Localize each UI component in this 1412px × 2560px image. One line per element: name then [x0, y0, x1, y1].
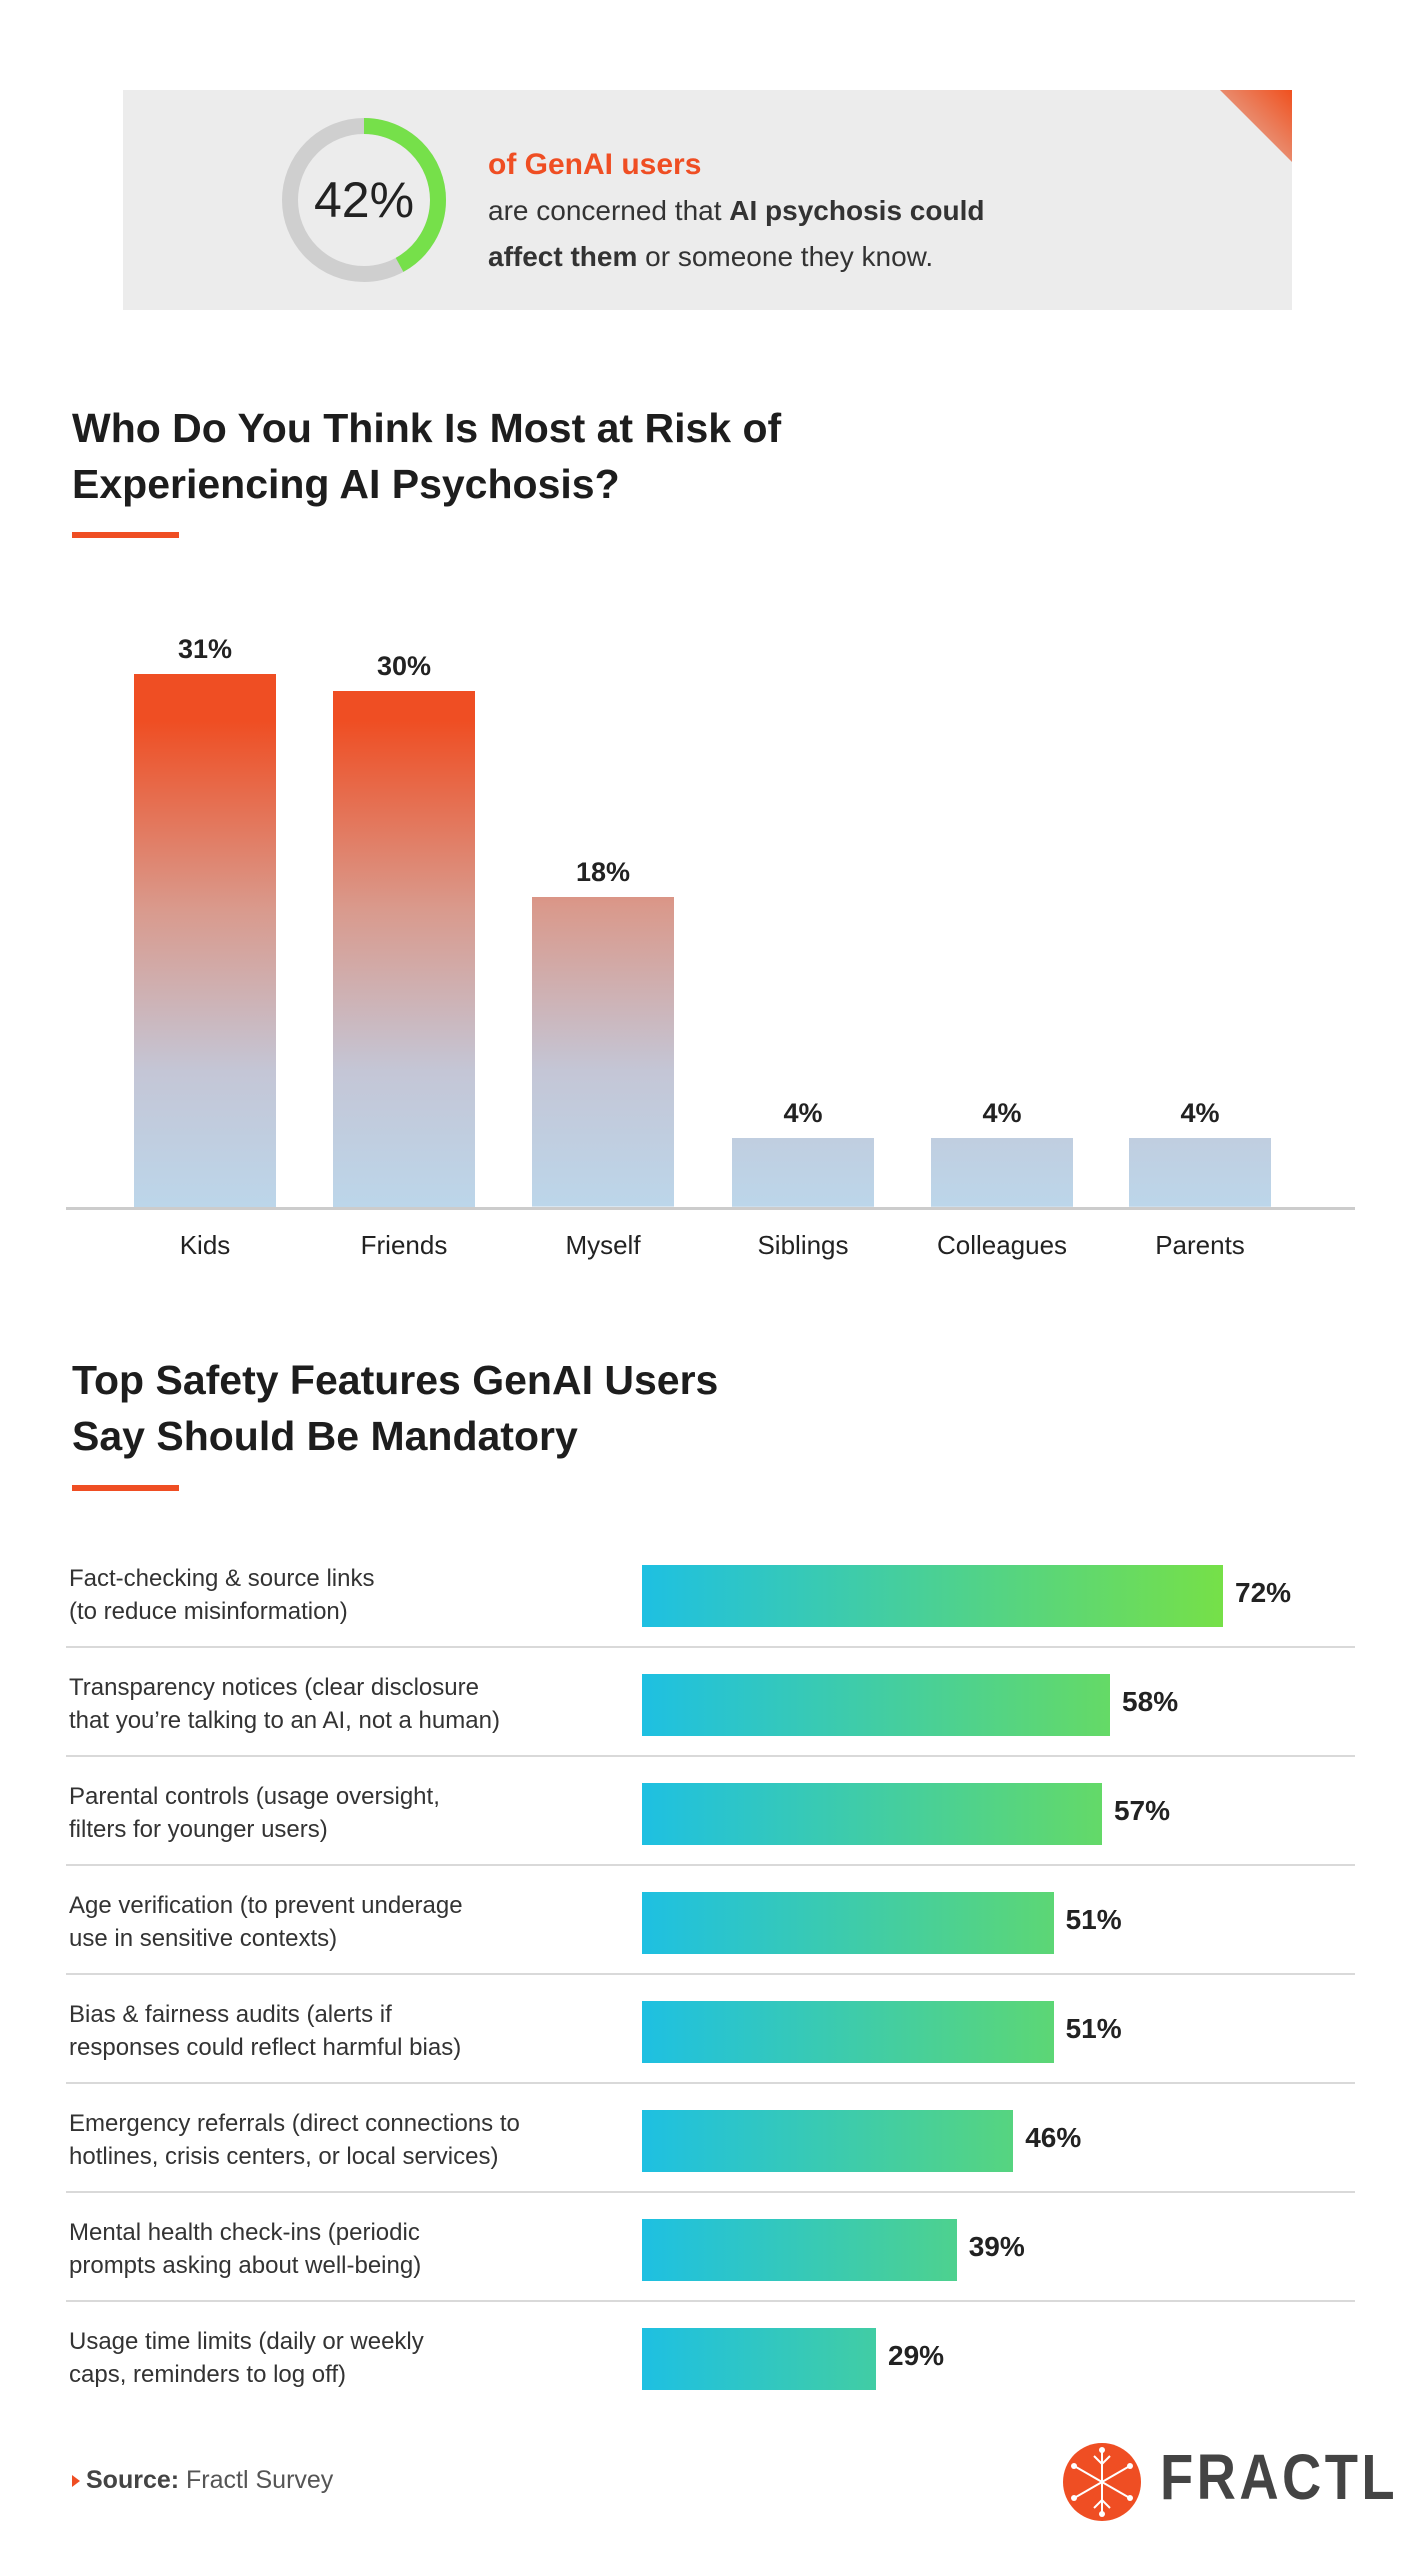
category-label: Myself: [565, 1230, 641, 1260]
feature-value: 57%: [1113, 1795, 1171, 1826]
source-text: Fractl Survey: [179, 2466, 334, 2494]
bar-siblings: [732, 1138, 874, 1207]
category-label: Kids: [179, 1230, 231, 1260]
feature-value: 29%: [888, 2340, 945, 2371]
fractl-logo-icon: [1063, 2443, 1141, 2521]
feature-row: Age verification (to prevent underage us…: [66, 1866, 1355, 1975]
feature-label: Parental controls (usage oversight, filt…: [69, 1783, 440, 1843]
donut-gauge: [282, 118, 446, 282]
callout-headline: of GenAI users: [488, 148, 702, 181]
feature-row: Emergency referrals (direct connections …: [66, 2084, 1355, 2193]
feature-value: 39%: [968, 2231, 1025, 2262]
feature-value: 46%: [1025, 2122, 1082, 2153]
callout-panel: 42% of GenAI users are concerned that AI…: [123, 90, 1292, 310]
feature-row: Fact-checking & source links (to reduce …: [66, 1539, 1355, 1648]
bar-kids: [134, 673, 276, 1207]
feature-label: Usage time limits (daily or weekly caps,…: [69, 2328, 424, 2388]
bar-value-label: 18%: [575, 857, 631, 888]
risk-chart-title: Who Do You Think Is Most at Risk of Expe…: [72, 405, 782, 507]
bar-value-label: 4%: [1180, 1098, 1220, 1129]
fractl-logo-text: FRACTL: [1160, 2441, 1398, 2513]
title-underline: [72, 1485, 179, 1491]
safety-chart-title: Top Safety Features GenAI Users Say Shou…: [72, 1357, 719, 1459]
feature-bar: [642, 1565, 1224, 1627]
bar-value-label: 30%: [376, 651, 432, 681]
feature-bar: [642, 1892, 1054, 1954]
feature-bar: [642, 2110, 1014, 2172]
bar-colleagues: [931, 1138, 1073, 1207]
feature-row: Parental controls (usage oversight, filt…: [66, 1757, 1355, 1866]
feature-label: Emergency referrals (direct connections …: [69, 2110, 520, 2170]
callout-bold-1: AI psychosis could: [729, 195, 985, 226]
source-note: Source: Fractl Survey: [72, 2466, 333, 2495]
feature-value: 51%: [1065, 1904, 1122, 1935]
callout-text: of GenAI users are concerned that AI psy…: [488, 142, 984, 280]
feature-row: Transparency notices (clear disclosure t…: [66, 1648, 1355, 1757]
bar-value-label: 4%: [783, 1098, 823, 1129]
feature-label: Fact-checking & source links (to reduce …: [69, 1565, 375, 1625]
donut-fill: [282, 118, 446, 282]
category-label: Colleagues: [936, 1230, 1068, 1260]
category-label: Parents: [1155, 1230, 1245, 1260]
feature-row: Usage time limits (daily or weekly caps,…: [66, 2302, 1355, 2411]
feature-bar: [642, 1674, 1111, 1736]
feature-label: Transparency notices (clear disclosure t…: [69, 1674, 500, 1734]
feature-row: Mental health check-ins (periodic prompt…: [66, 2193, 1355, 2302]
title-underline: [72, 532, 179, 538]
corner-decoration: [1220, 90, 1292, 162]
feature-bar: [642, 2328, 877, 2390]
feature-label: Age verification (to prevent underage us…: [69, 1892, 463, 1952]
feature-bar: [642, 2001, 1054, 2063]
bar-value-label: 4%: [982, 1098, 1022, 1129]
triangle-icon: [72, 2475, 80, 2488]
feature-row: Bias & fairness audits (alerts if respon…: [66, 1975, 1355, 2084]
x-axis-line: [66, 1207, 1355, 1210]
feature-value: 58%: [1122, 1686, 1179, 1717]
callout-text-pre: are concerned that: [488, 195, 730, 226]
feature-label: Mental health check-ins (periodic prompt…: [69, 2219, 422, 2279]
donut-value: 42%: [313, 172, 415, 228]
bar-myself: [532, 897, 674, 1207]
category-label: Siblings: [757, 1230, 849, 1260]
bar-parents: [1129, 1138, 1271, 1207]
source-label: Source:: [86, 2466, 180, 2494]
bar-value-label: 31%: [177, 633, 233, 664]
feature-value: 72%: [1235, 1577, 1292, 1608]
feature-value: 51%: [1065, 2013, 1122, 2044]
callout-bold-2: affect them: [488, 241, 638, 272]
feature-label: Bias & fairness audits (alerts if respon…: [69, 2001, 462, 2061]
feature-bar: [642, 1783, 1102, 1845]
feature-bar: [642, 2219, 957, 2281]
bar-friends: [333, 691, 475, 1207]
callout-text-post: or someone they know.: [637, 241, 934, 272]
category-label: Friends: [360, 1230, 448, 1260]
